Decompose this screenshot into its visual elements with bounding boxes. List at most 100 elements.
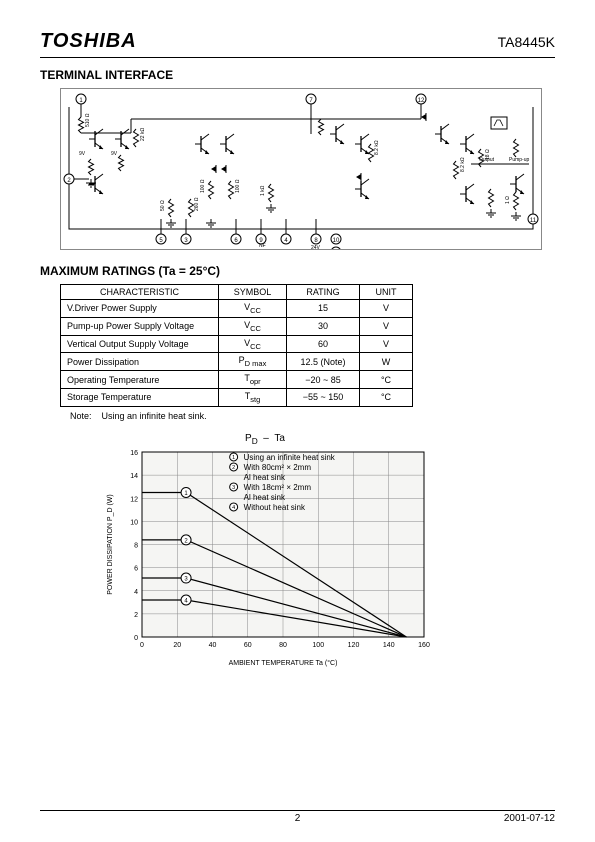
svg-text:24V: 24V — [311, 245, 321, 249]
svg-text:140: 140 — [383, 642, 395, 649]
table-cell: V — [360, 317, 413, 335]
svg-text:160: 160 — [418, 642, 430, 649]
svg-text:12: 12 — [418, 98, 425, 104]
svg-text:8.2 kΩ: 8.2 kΩ — [374, 140, 380, 155]
svg-text:With 18cm² × 2mm: With 18cm² × 2mm — [244, 483, 312, 492]
circuit-diagram: 1712253694810711510 Ω9V9V22 kΩ100 Ω100 Ω… — [60, 88, 542, 250]
svg-text:16: 16 — [130, 450, 138, 457]
svg-text:8: 8 — [134, 542, 138, 549]
table-cell: Power Dissipation — [61, 353, 219, 371]
table-cell: V — [360, 335, 413, 353]
table-cell: Storage Temperature — [61, 388, 219, 406]
table-cell: −20 ~ 85 — [287, 371, 360, 389]
table-row: Storage TemperatureTstg−55 ~ 150°C — [61, 388, 413, 406]
svg-text:120: 120 — [348, 642, 360, 649]
svg-text:60: 60 — [244, 642, 252, 649]
part-number: TA8445K — [498, 34, 555, 50]
svg-text:40: 40 — [209, 642, 217, 649]
svg-text:POWER DISSIPATION P_D (W): POWER DISSIPATION P_D (W) — [107, 494, 114, 594]
svg-text:Al heat sink: Al heat sink — [244, 473, 286, 482]
svg-text:Using an infinite heat sink: Using an infinite heat sink — [244, 453, 336, 462]
svg-text:Pump-up: Pump-up — [509, 157, 530, 163]
table-cell: V.Driver Power Supply — [61, 300, 219, 318]
table-cell: VCC — [219, 317, 287, 335]
chart-svg: 020406080100120140160024681012141612341U… — [100, 446, 430, 671]
table-cell: Topr — [219, 371, 287, 389]
svg-text:3: 3 — [232, 485, 235, 491]
pd-ta-chart: PD – Ta 02040608010012014016002468101214… — [100, 433, 430, 673]
page-number: 2 — [295, 813, 301, 824]
svg-text:2: 2 — [232, 465, 235, 471]
svg-text:4: 4 — [232, 505, 235, 511]
svg-text:11: 11 — [530, 218, 537, 224]
table-row: Operating TemperatureTopr−20 ~ 85°C — [61, 371, 413, 389]
ratings-body: V.Driver Power SupplyVCC15VPump-up Power… — [61, 300, 413, 407]
svg-text:Without heat sink: Without heat sink — [244, 503, 306, 512]
ratings-table: CHARACTERISTICSYMBOLRATINGUNIT V.Driver … — [60, 284, 413, 407]
ratings-col-header: UNIT — [360, 285, 413, 300]
table-cell: 60 — [287, 335, 360, 353]
ratings-header-row: CHARACTERISTICSYMBOLRATINGUNIT — [61, 285, 413, 300]
svg-text:10: 10 — [130, 519, 138, 526]
table-row: Pump-up Power Supply VoltageVCC30V — [61, 317, 413, 335]
svg-text:AMBIENT TEMPERATURE Ta (°C: AMBIENT TEMPERATURE Ta (°C) — [229, 659, 338, 667]
svg-text:1 Ω: 1 Ω — [505, 196, 511, 204]
svg-text:80: 80 — [279, 642, 287, 649]
svg-text:12: 12 — [130, 496, 138, 503]
ratings-col-header: CHARACTERISTIC — [61, 285, 219, 300]
note-label: Note: — [70, 411, 92, 421]
svg-text:6: 6 — [134, 565, 138, 572]
table-cell: Vertical Output Supply Voltage — [61, 335, 219, 353]
table-row: V.Driver Power SupplyVCC15V — [61, 300, 413, 318]
ratings-col-header: SYMBOL — [219, 285, 287, 300]
svg-text:22 kΩ: 22 kΩ — [140, 128, 146, 141]
footer: 2 2001-07-12 — [40, 810, 555, 824]
svg-text:Al heat sink: Al heat sink — [244, 493, 286, 502]
svg-text:0: 0 — [140, 642, 144, 649]
svg-text:14: 14 — [130, 473, 138, 480]
table-cell: 12.5 (Note) — [287, 353, 360, 371]
table-cell: PD max — [219, 353, 287, 371]
circuit-svg: 1712253694810711510 Ω9V9V22 kΩ100 Ω100 Ω… — [61, 89, 541, 249]
table-cell: Operating Temperature — [61, 371, 219, 389]
svg-text:100 Ω: 100 Ω — [235, 179, 241, 193]
svg-text:20: 20 — [173, 642, 181, 649]
svg-text:1: 1 — [232, 455, 235, 461]
svg-text:50 Ω: 50 Ω — [160, 200, 166, 211]
svg-text:100 Ω: 100 Ω — [200, 179, 206, 193]
svg-text:Output: Output — [479, 157, 495, 163]
footer-date: 2001-07-12 — [504, 813, 555, 824]
table-cell: V — [360, 300, 413, 318]
section-max-ratings-heading: MAXIMUM RATINGS (Ta = 25°C) — [40, 264, 555, 278]
svg-text:4: 4 — [134, 589, 138, 596]
svg-text:2: 2 — [134, 612, 138, 619]
table-cell: °C — [360, 371, 413, 389]
table-cell: 30 — [287, 317, 360, 335]
header: TOSHIBA TA8445K — [40, 30, 555, 58]
svg-text:9V: 9V — [79, 151, 86, 157]
table-cell: 15 — [287, 300, 360, 318]
note: Note: Using an infinite heat sink. — [70, 411, 555, 421]
table-cell: Tstg — [219, 388, 287, 406]
svg-text:100: 100 — [312, 642, 324, 649]
svg-text:0: 0 — [134, 635, 138, 642]
logo: TOSHIBA — [40, 30, 137, 53]
svg-text:9V: 9V — [111, 151, 118, 157]
section-terminal-interface-heading: TERMINAL INTERFACE — [40, 68, 555, 82]
svg-text:NF: NF — [259, 243, 266, 249]
svg-text:260 Ω: 260 Ω — [194, 197, 200, 211]
svg-text:10: 10 — [333, 238, 340, 244]
svg-text:1 kΩ: 1 kΩ — [260, 185, 266, 196]
table-cell: W — [360, 353, 413, 371]
table-cell: VCC — [219, 335, 287, 353]
svg-text:With 80cm² × 2mm: With 80cm² × 2mm — [244, 463, 312, 472]
svg-text:8.2 kΩ: 8.2 kΩ — [460, 157, 466, 172]
table-cell: −55 ~ 150 — [287, 388, 360, 406]
note-text: Using an infinite heat sink. — [102, 411, 207, 421]
chart-title: PD – Ta — [100, 433, 430, 446]
table-cell: Pump-up Power Supply Voltage — [61, 317, 219, 335]
table-cell: °C — [360, 388, 413, 406]
svg-text:510 Ω: 510 Ω — [85, 113, 91, 127]
table-row: Vertical Output Supply VoltageVCC60V — [61, 335, 413, 353]
table-cell: VCC — [219, 300, 287, 318]
